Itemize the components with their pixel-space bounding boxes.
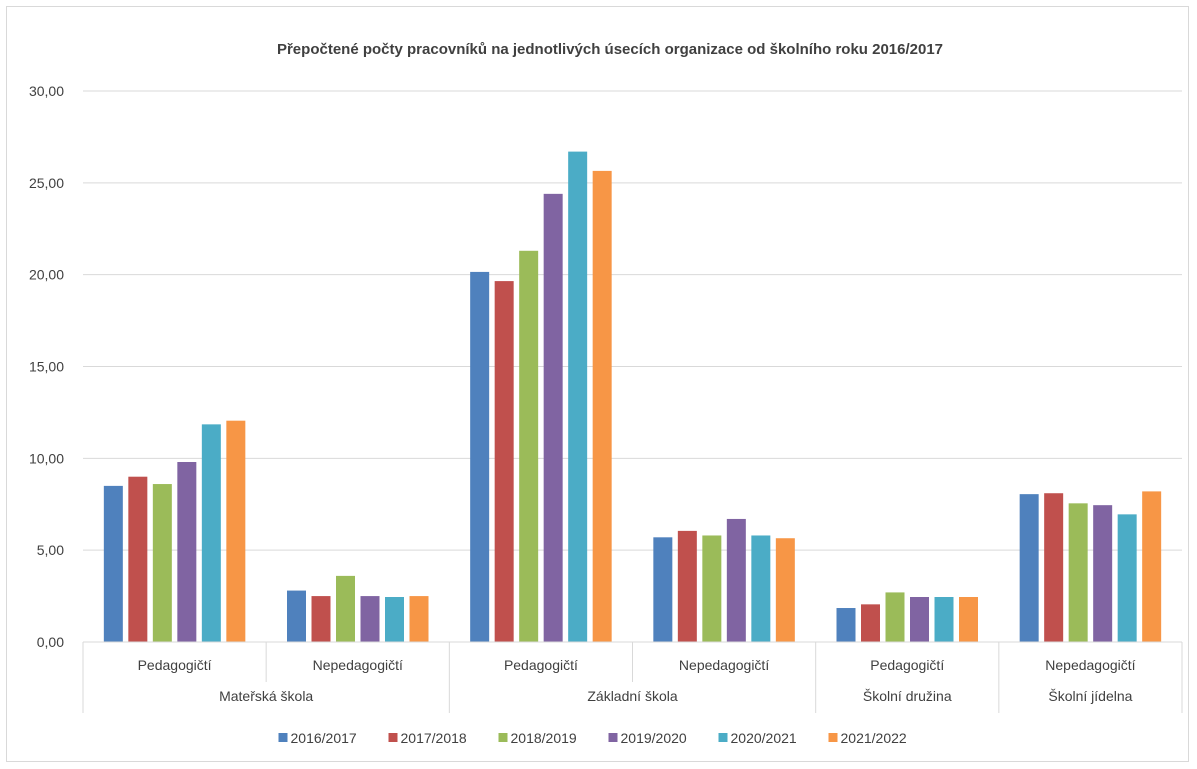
bar <box>751 535 771 642</box>
bar <box>653 537 673 642</box>
chart-frame: Přepočtené počty pracovníků na jednotliv… <box>6 6 1189 762</box>
bars <box>103 151 1162 643</box>
legend-swatch <box>498 733 508 742</box>
legend-entry: 2018/2019 <box>511 730 577 746</box>
bar <box>470 271 490 642</box>
x-tick-label: Pedagogičtí <box>504 657 578 673</box>
bar <box>103 485 123 642</box>
bar <box>1117 514 1137 642</box>
bar <box>177 462 197 642</box>
gridlines <box>83 90 1182 551</box>
legend-entry: 2019/2020 <box>621 730 687 746</box>
bar-chart: Přepočtené počty pracovníků na jednotliv… <box>29 41 1183 746</box>
y-tick-label: 20,00 <box>29 267 64 283</box>
bar <box>885 592 905 642</box>
x-tick-label: Nepedagogičtí <box>313 657 403 673</box>
chart-title: Přepočtené počty pracovníků na jednotliv… <box>277 41 943 58</box>
bar <box>336 575 355 642</box>
legend-entry: 2016/2017 <box>291 730 357 746</box>
bar <box>360 596 380 642</box>
bar <box>519 250 539 643</box>
bar <box>311 596 331 642</box>
bar <box>128 476 148 642</box>
bar <box>1019 494 1039 642</box>
legend: 2016/2017 2017/2018 2018/2019 2019/2020 2020… <box>278 730 907 746</box>
bar <box>409 596 429 642</box>
x-group-label: Základní škola <box>587 688 677 704</box>
bar <box>1044 493 1064 642</box>
y-tick-label: 25,00 <box>29 175 64 191</box>
bar <box>726 518 746 642</box>
legend-entry: 2020/2021 <box>731 730 797 746</box>
y-tick-label: 5,00 <box>37 542 64 558</box>
bar <box>152 484 172 642</box>
bar <box>836 608 856 642</box>
legend-entry: 2017/2018 <box>401 730 467 746</box>
legend-entry: 2021/2022 <box>841 730 907 746</box>
bar <box>494 281 514 642</box>
legend-swatch <box>608 733 618 742</box>
legend-swatch <box>278 733 288 742</box>
bar <box>959 597 978 642</box>
bar <box>1142 491 1162 642</box>
bar <box>934 597 954 642</box>
bar <box>775 538 795 642</box>
y-axis-tick-labels: 0,00 5,00 10,00 15,00 20,00 25,00 30,00 <box>29 83 64 650</box>
bar <box>1068 503 1088 642</box>
bar <box>592 170 612 642</box>
bar <box>861 604 880 642</box>
x-tick-label: Nepedagogičtí <box>679 657 769 673</box>
bar <box>385 597 404 642</box>
x-group-label: Mateřská škola <box>219 688 313 704</box>
bar <box>910 597 929 642</box>
bar <box>226 420 246 642</box>
y-tick-label: 10,00 <box>29 450 64 466</box>
legend-swatch <box>828 733 838 742</box>
y-tick-label: 30,00 <box>29 83 64 99</box>
legend-swatch <box>388 733 398 742</box>
bar <box>677 530 697 642</box>
x-tick-label: Pedagogičtí <box>870 657 944 673</box>
x-axis: Pedagogičtí Nepedagogičtí Pedagogičtí Neped… <box>82 641 1183 713</box>
x-group-label: Školní jídelna <box>1048 688 1132 704</box>
bar <box>1093 505 1113 642</box>
bar <box>287 590 306 642</box>
x-group-label: Školní družina <box>863 688 952 704</box>
bar <box>702 535 722 642</box>
x-tick-label: Nepedagogičtí <box>1045 657 1135 673</box>
bar <box>543 193 563 642</box>
bar <box>201 424 221 642</box>
y-tick-label: 15,00 <box>29 359 64 375</box>
y-tick-label: 0,00 <box>37 634 64 650</box>
x-tick-label: Pedagogičtí <box>138 657 212 673</box>
legend-swatch <box>718 733 728 742</box>
bar <box>568 151 588 643</box>
